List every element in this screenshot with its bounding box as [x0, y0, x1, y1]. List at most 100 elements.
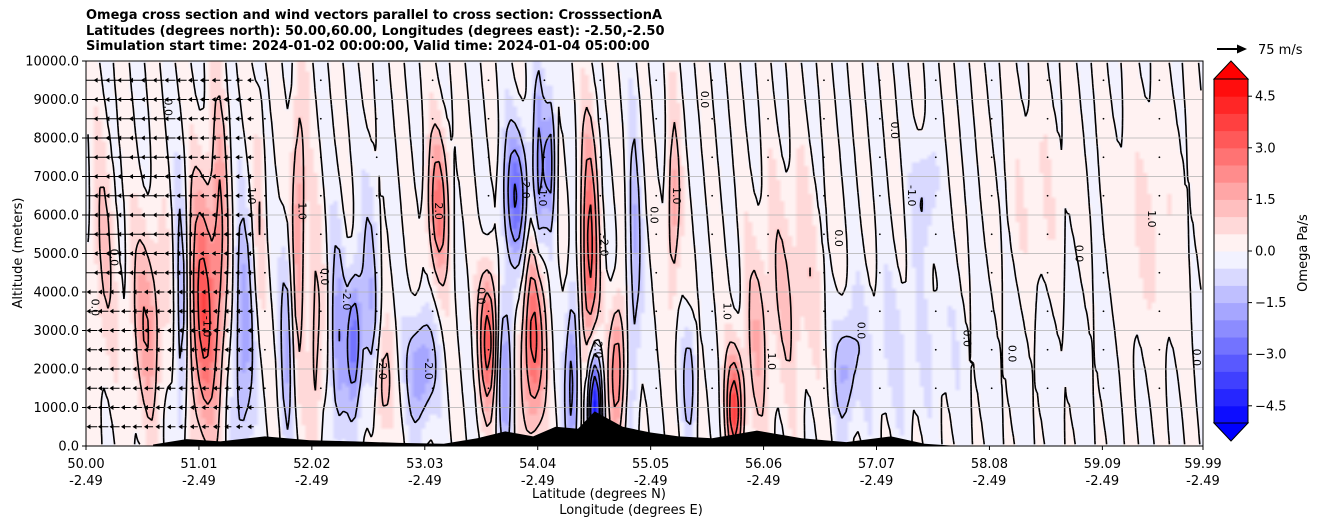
x-axis: 50.00 -2.49 51.01 -2.49 52.02 -2.49 53.03 -2.49… [67, 446, 1222, 489]
y-tick-label: 4000.0 [34, 286, 80, 301]
wind-vector-head-icon [211, 77, 216, 83]
x-tick-label-longitude: -2.49 [521, 474, 555, 489]
colorbar-segment [1214, 388, 1248, 407]
wind-vector-head-icon [86, 385, 91, 391]
colorbar-segment [1214, 147, 1248, 166]
wind-vector-head-icon [235, 231, 240, 237]
wind-vector-head-icon [75, 309, 79, 314]
wind-vector-head-icon [178, 405, 183, 410]
wind-vector-head-icon [105, 116, 110, 122]
wind-vector-head-icon [235, 97, 240, 102]
wind-vector-head-icon [224, 424, 229, 430]
wind-vector-dot-icon [431, 79, 434, 82]
wind-vector-head-icon [235, 193, 240, 199]
wind-vector-head-icon [223, 212, 228, 218]
wind-vector-head-icon [164, 154, 169, 160]
wind-vector-head-icon [70, 155, 74, 160]
wind-vector-head-icon [223, 231, 228, 237]
contour-label: 0.0 [161, 98, 174, 116]
wind-vector-dot-icon [431, 310, 434, 313]
wind-vector-dot-icon [487, 233, 490, 236]
wind-vector-head-icon [188, 97, 193, 102]
wind-vector-head-icon [143, 385, 148, 391]
wind-vector-head-icon [132, 347, 137, 353]
wind-vector-dot-icon [431, 233, 434, 236]
wind-vector-dot-icon [1046, 156, 1049, 159]
wind-vector-dot-icon [934, 310, 937, 313]
wind-vector-head-icon [199, 231, 204, 237]
wind-vector-dot-icon [263, 233, 266, 236]
colorbar-segment [1214, 337, 1248, 355]
wind-vector-head-icon [70, 232, 74, 237]
wind-vector-dot-icon [375, 233, 378, 236]
wind-vector-head-icon [247, 270, 252, 276]
wind-vector-head-icon [155, 424, 160, 430]
wind-vector-dot-icon [934, 79, 937, 82]
wind-vector-head-icon [129, 77, 134, 83]
omega-contour-lines [87, 62, 1202, 445]
x-tick-label-latitude: 51.01 [180, 457, 217, 472]
contour-level-neg2 [338, 127, 602, 445]
wind-vector-head-icon [201, 424, 206, 430]
wind-vector-head-icon [164, 193, 169, 199]
wind-vector-dot-icon [375, 194, 378, 197]
wind-vector-dot-icon [767, 348, 769, 351]
wind-vector-head-icon [152, 77, 157, 83]
contour-label: -2.0 [597, 235, 610, 256]
wind-vector-head-icon [224, 347, 229, 353]
wind-vector-dot-icon [543, 387, 546, 390]
wind-vector-dot-icon [599, 156, 602, 159]
wind-vector-head-icon [143, 347, 148, 353]
wind-vector-head-icon [247, 231, 252, 237]
wind-vector-head-icon [120, 366, 125, 372]
wind-vector-head-icon [188, 193, 193, 199]
wind-vector-head-icon [189, 289, 194, 295]
wind-vector-dot-icon [487, 310, 490, 313]
quiver-key-arrowhead-icon [1237, 44, 1247, 54]
y-tick-label: 7000.0 [34, 170, 80, 185]
wind-vector-head-icon [97, 328, 102, 333]
wind-vector-head-icon [70, 193, 74, 198]
wind-vector-head-icon [109, 308, 114, 314]
wind-vector-dot-icon [767, 271, 769, 274]
terrain-silhouette [153, 411, 959, 446]
wind-vector-head-icon [109, 289, 114, 295]
wind-vector-dot-icon [934, 117, 937, 120]
colorbar-segment [1214, 371, 1248, 390]
wind-vector-head-icon [132, 385, 137, 391]
wind-vector-head-icon [235, 77, 240, 83]
wind-vector-head-icon [223, 270, 228, 276]
wind-vector-head-icon [132, 366, 137, 372]
wind-vector-head-icon [140, 77, 145, 83]
wind-vector-dot-icon [878, 348, 881, 351]
wind-vector-dot-icon [599, 348, 602, 351]
colorbar-tick-label: 3.0 [1255, 141, 1276, 156]
x-tick-label-latitude: 54.04 [519, 457, 556, 472]
wind-vector-head-icon [120, 405, 125, 410]
wind-vector-head-icon [105, 154, 110, 160]
wind-vector-dot-icon [655, 233, 658, 236]
wind-vector-dot-icon [934, 348, 937, 351]
wind-vector-dot-icon [655, 310, 658, 313]
wind-vector-head-icon [164, 231, 169, 237]
x-axis-label-latitude: Latitude (degrees N) [532, 487, 666, 502]
wind-vector-head-icon [176, 251, 181, 256]
wind-vector-head-icon [188, 135, 193, 141]
wind-vector-dot-icon [878, 233, 881, 236]
wind-vector-dot-icon [1102, 233, 1105, 236]
colorbar-segment [1214, 285, 1248, 304]
colorbar-extend-max-icon [1212, 60, 1250, 80]
x-tick-label-latitude: 50.00 [67, 457, 104, 472]
wind-vector-head-icon [152, 270, 157, 276]
wind-vector-head-icon [82, 193, 86, 198]
wind-vector-head-icon [117, 174, 122, 179]
wind-vector-dot-icon [990, 271, 993, 274]
wind-vector-head-icon [235, 405, 240, 410]
wind-vector-dot-icon [711, 387, 714, 390]
wind-vector-dot-icon [487, 194, 490, 197]
wind-vector-dot-icon [431, 156, 434, 159]
wind-vector-head-icon [129, 116, 134, 122]
wind-vector-dot-icon [263, 79, 266, 82]
wind-vector-head-icon [155, 308, 160, 314]
wind-vector-head-icon [105, 97, 110, 102]
